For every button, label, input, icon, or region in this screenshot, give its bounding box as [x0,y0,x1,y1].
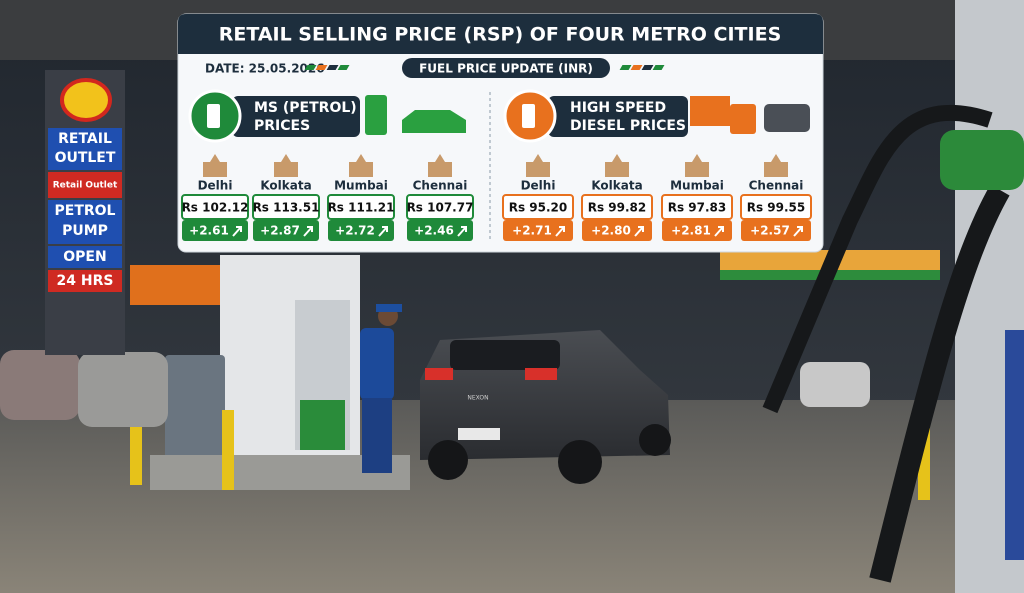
price-card: RETAIL SELLING PRICE (RSP) OF FOUR METRO… [177,13,824,253]
city-name: Mumbai [334,179,388,193]
stripe [619,65,632,70]
city-name: Delhi [521,179,556,193]
section-title: MS (PETROL) [254,100,357,116]
price-box [661,194,733,220]
up-arrow [714,226,724,237]
card-title: RETAIL SELLING PRICE (RSP) OF FOUR METRO… [219,24,782,46]
price: Rs 99.82 [588,201,647,215]
title-bar [178,14,823,54]
stripe [315,65,328,70]
price-box [581,194,653,220]
change: +2.71 [512,224,552,238]
change: +2.81 [671,224,711,238]
monument-icon [274,154,298,177]
monument-icon [349,154,373,177]
monument-icon [764,154,788,177]
change: +2.72 [335,224,375,238]
sign-text: PUMP [62,223,108,239]
fuel-icon-pump [522,104,535,128]
up-arrow [634,226,644,237]
subtitle-bg [402,58,610,78]
up-arrow [378,226,388,237]
date: DATE: 25.05.2026 [205,62,325,76]
city-name: Mumbai [670,179,724,193]
stripe [630,65,643,70]
section-title: DIESEL PRICES [570,118,686,134]
change-box [503,220,573,241]
section-title: HIGH SPEED [570,100,666,116]
up-arrow [232,226,242,237]
section-title-bg [232,96,360,137]
city-name: Delhi [198,179,233,193]
section-title: PRICES [254,118,310,134]
car-icon [402,110,466,133]
sign-text: OPEN [63,249,106,265]
truck-cab [730,104,756,134]
subtitle: FUEL PRICE UPDATE (INR) [419,62,593,76]
change: +2.80 [591,224,631,238]
monument-icon [605,154,629,177]
change-box [741,220,811,241]
price: Rs 107.77 [407,201,474,215]
sign-text: OUTLET [55,150,116,166]
price: Rs 95.20 [509,201,568,215]
price: Rs 111.21 [328,201,395,215]
city-name: Kolkata [260,179,311,193]
stripe [652,65,665,70]
stripe [641,65,654,70]
city-name: Chennai [413,179,468,193]
monument-icon [685,154,709,177]
price: Rs 97.83 [668,201,727,215]
change: +2.87 [260,224,300,238]
price-box [406,194,474,220]
change-box [253,220,319,241]
sign-text: PETROL [55,203,116,219]
change-box [407,220,473,241]
stripe [304,65,317,70]
up-arrow [303,226,313,237]
change: +2.61 [189,224,229,238]
sign-pole [45,70,125,355]
price-box [327,194,395,220]
change-box [662,220,732,241]
sign-text: Retail Outlet [53,181,118,191]
change-box [328,220,394,241]
price-box [502,194,574,220]
car-badge: NEXON [467,395,488,402]
monument-icon [526,154,550,177]
up-arrow [793,226,803,237]
truck-icon [690,96,730,126]
up-arrow [457,226,467,237]
up-arrow [555,226,565,237]
monument-icon [203,154,227,177]
city-name: Kolkata [591,179,642,193]
change-box [582,220,652,241]
change: +2.57 [750,224,790,238]
engine-icon [764,104,810,132]
price-box [181,194,249,220]
pump-icon [365,95,387,135]
section-title-bg [548,96,688,137]
fuel-icon-pump [207,104,220,128]
sign-text: RETAIL [58,131,112,147]
city-name: Chennai [749,179,804,193]
change: +2.46 [414,224,454,238]
price: Rs 99.55 [747,201,806,215]
change-box [182,220,248,241]
stripe [337,65,350,70]
car [420,330,671,484]
stripe [326,65,339,70]
sign-text: 24 HRS [57,273,114,289]
monument-icon [428,154,452,177]
price: Rs 113.51 [253,201,320,215]
price: Rs 102.12 [182,201,249,215]
price-box [740,194,812,220]
price-box [252,194,320,220]
